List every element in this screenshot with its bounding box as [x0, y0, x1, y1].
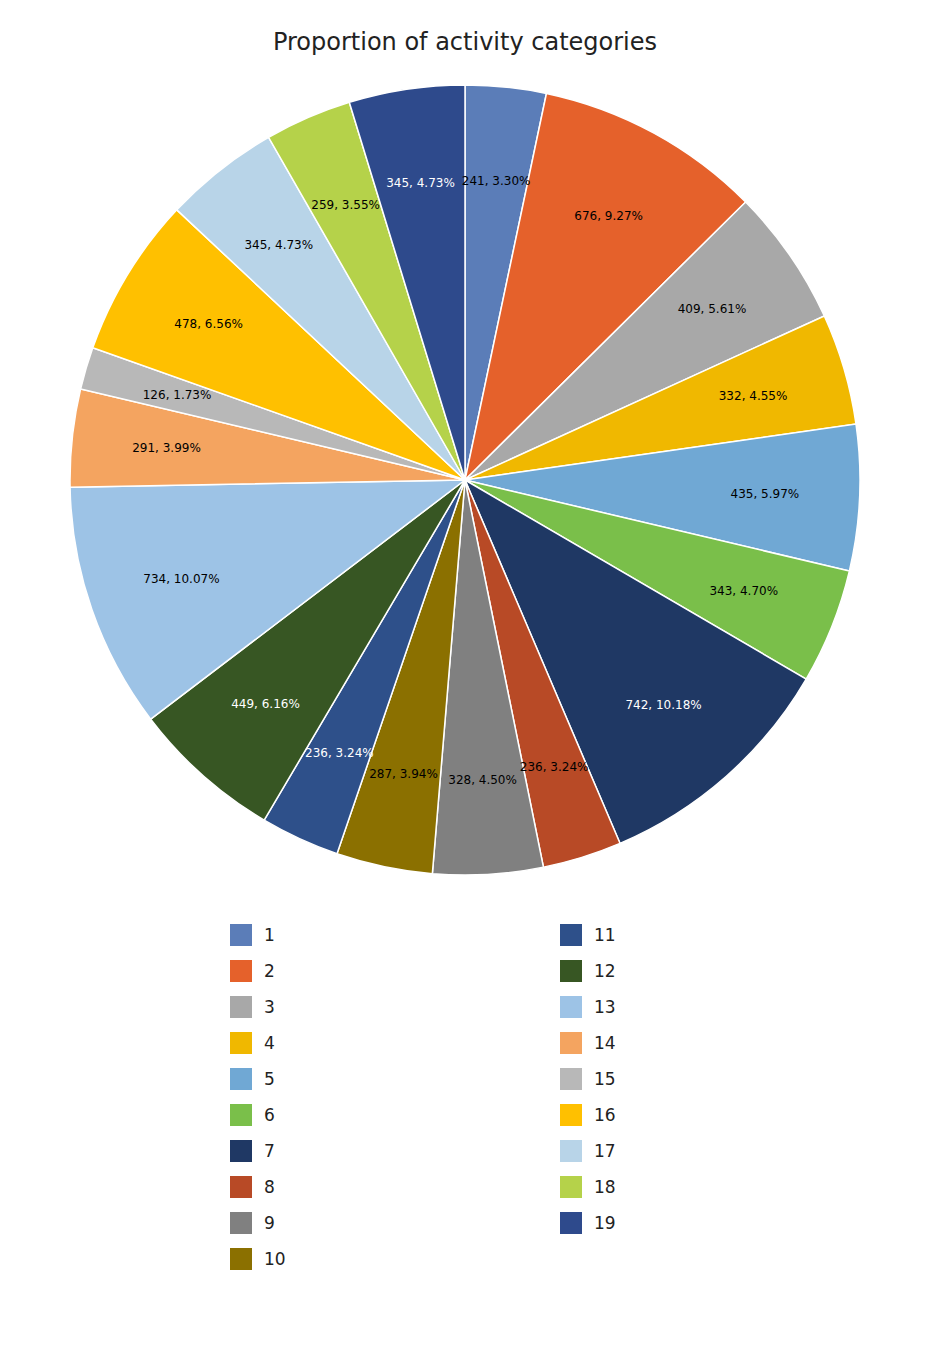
legend-label: 5 [264, 1069, 275, 1089]
legend-label: 7 [264, 1141, 275, 1161]
data-label: 291, 3.99% [132, 441, 201, 455]
legend-label: 13 [594, 997, 616, 1017]
legend-swatch [560, 1176, 582, 1198]
data-label: 328, 4.50% [448, 773, 517, 787]
data-labels: 241, 3.30% 676, 9.27% 409, 5.61% 332, 4.55%… [132, 174, 799, 786]
legend: 12345678910111213141516171819 [230, 924, 616, 1270]
legend-swatch [230, 1140, 252, 1162]
legend-label: 15 [594, 1069, 616, 1089]
legend-label: 6 [264, 1105, 275, 1125]
pie-slice [70, 480, 465, 719]
legend-label: 1 [264, 925, 275, 945]
legend-label: 11 [594, 925, 616, 945]
legend-swatch [560, 1032, 582, 1054]
data-label: 478, 6.56% [174, 317, 243, 331]
legend-swatch [560, 1104, 582, 1126]
legend-swatch [560, 924, 582, 946]
legend-swatch [560, 1068, 582, 1090]
data-label: 236, 3.24% [520, 760, 589, 774]
legend-label: 9 [264, 1213, 275, 1233]
legend-swatch [230, 960, 252, 982]
data-label: 345, 4.73% [386, 176, 455, 190]
legend-label: 17 [594, 1141, 616, 1161]
data-label: 332, 4.55% [719, 389, 788, 403]
legend-label: 12 [594, 961, 616, 981]
data-label: 734, 10.07% [143, 572, 219, 586]
data-label: 343, 4.70% [709, 584, 778, 598]
legend-swatch [230, 1176, 252, 1198]
data-label: 449, 6.16% [231, 697, 300, 711]
legend-swatch [560, 996, 582, 1018]
data-label: 259, 3.55% [311, 198, 380, 212]
legend-label: 3 [264, 997, 275, 1017]
legend-swatch [230, 924, 252, 946]
data-label: 676, 9.27% [574, 209, 643, 223]
legend-swatch [230, 1104, 252, 1126]
data-label: 126, 1.73% [143, 388, 212, 402]
data-label: 409, 5.61% [678, 302, 747, 316]
data-label: 435, 5.97% [731, 487, 800, 501]
data-label: 236, 3.24% [305, 746, 374, 760]
legend-swatch [230, 1212, 252, 1234]
chart: Proportion of activity categories 241, 3.… [0, 0, 930, 1346]
legend-label: 8 [264, 1177, 275, 1197]
data-label: 287, 3.94% [369, 767, 438, 781]
legend-label: 14 [594, 1033, 616, 1053]
pie-slice [349, 85, 465, 480]
pie-slices [70, 85, 860, 875]
data-label: 345, 4.73% [244, 238, 313, 252]
legend-label: 10 [264, 1249, 286, 1269]
chart-title: Proportion of activity categories [273, 28, 657, 56]
data-label: 742, 10.18% [625, 698, 701, 712]
legend-swatch [230, 1068, 252, 1090]
legend-label: 16 [594, 1105, 616, 1125]
legend-swatch [560, 960, 582, 982]
legend-label: 19 [594, 1213, 616, 1233]
legend-label: 18 [594, 1177, 616, 1197]
legend-swatch [230, 1248, 252, 1270]
data-label: 241, 3.30% [462, 174, 531, 188]
legend-swatch [230, 1032, 252, 1054]
legend-label: 2 [264, 961, 275, 981]
legend-swatch [560, 1212, 582, 1234]
legend-label: 4 [264, 1033, 275, 1053]
legend-swatch [560, 1140, 582, 1162]
legend-swatch [230, 996, 252, 1018]
